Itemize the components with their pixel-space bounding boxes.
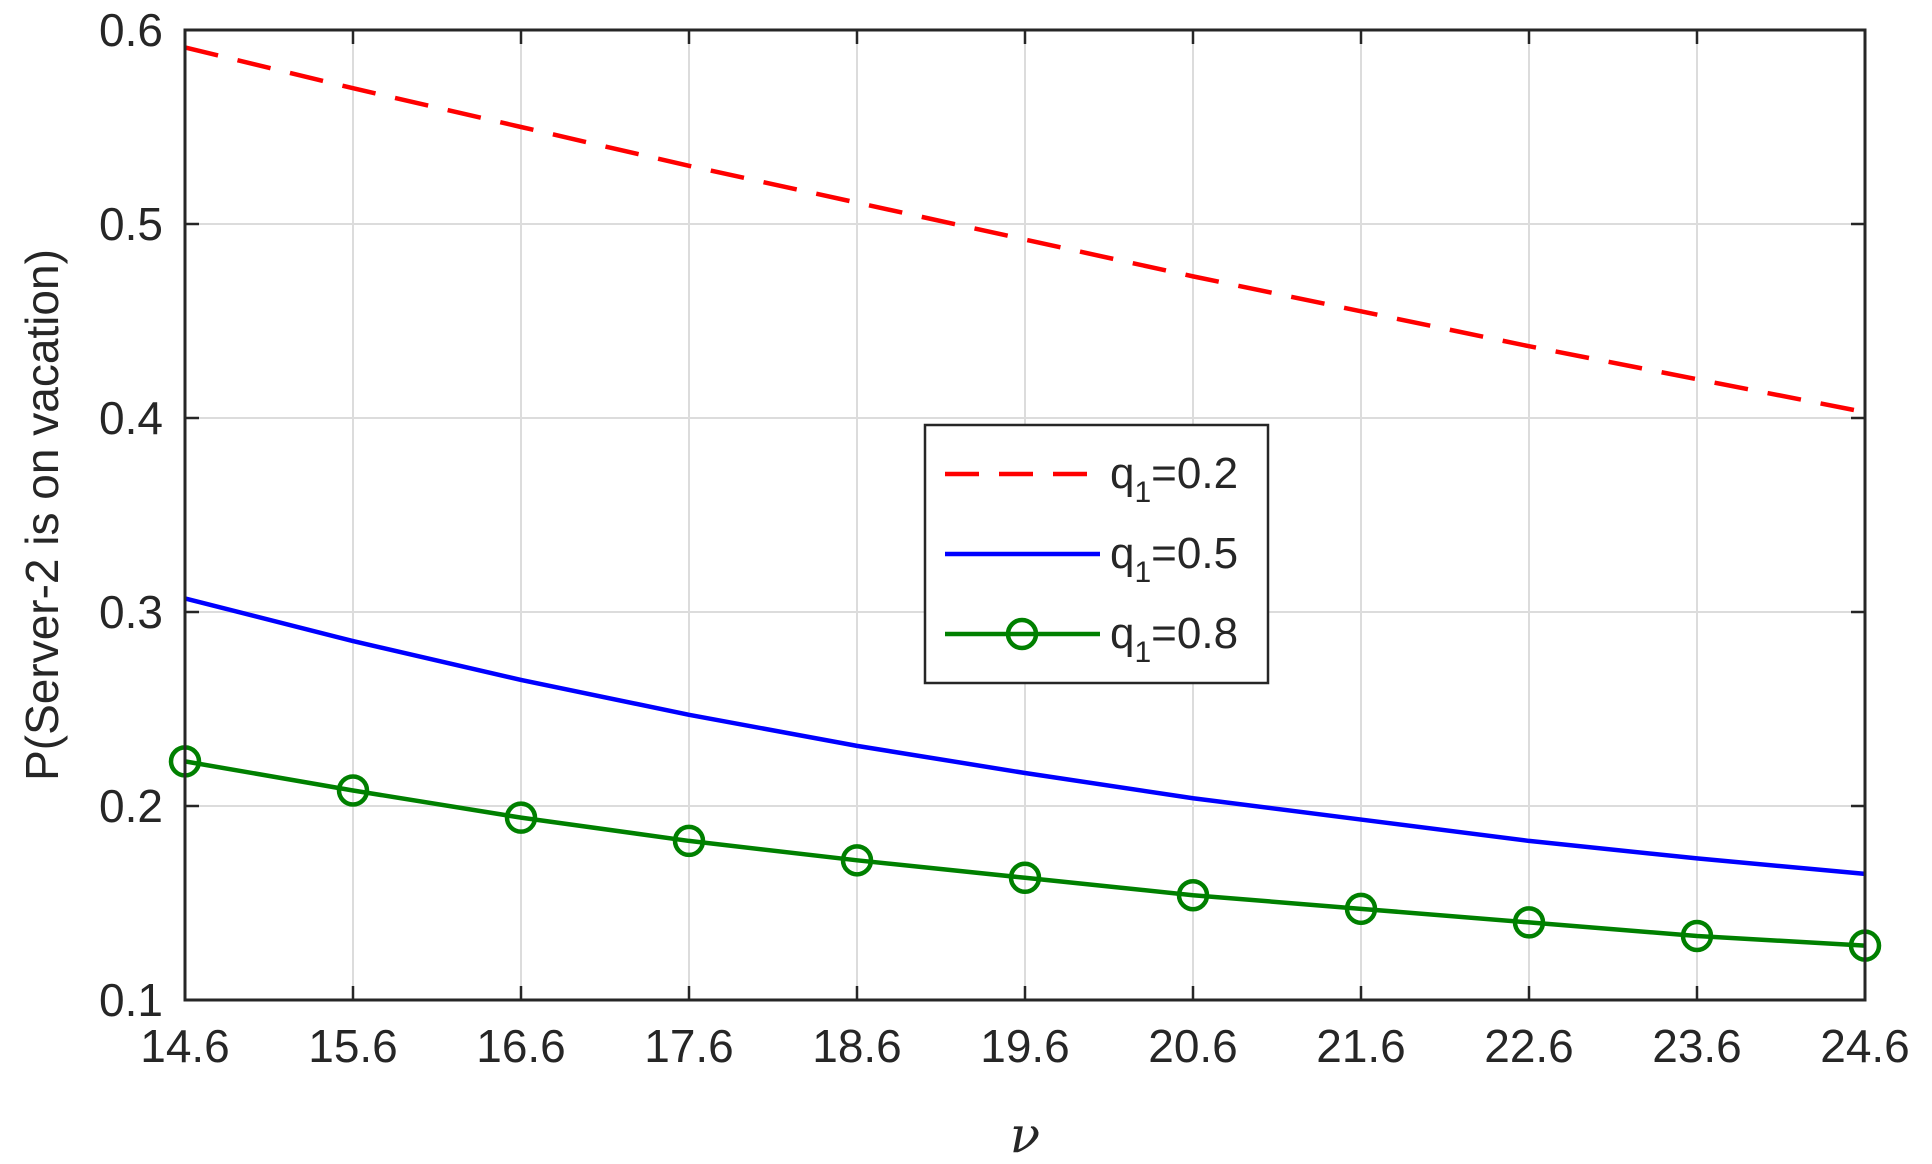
legend-label-subscript: 1 — [1134, 636, 1151, 669]
x-tick-label: 14.6 — [140, 1020, 230, 1072]
series-line-3 — [184, 759, 1866, 948]
x-tick-label: 23.6 — [1652, 1020, 1742, 1072]
legend-label-base: q — [1110, 529, 1134, 578]
legend-label-value: =0.5 — [1151, 529, 1238, 578]
legend-label-subscript: 1 — [1134, 476, 1151, 509]
legend-label-value: =0.8 — [1151, 609, 1238, 658]
y-tick-label: 0.2 — [99, 780, 163, 832]
x-tick-label: 18.6 — [812, 1020, 902, 1072]
series-line-1 — [184, 45, 1866, 415]
legend-label-base: q — [1110, 609, 1134, 658]
data-point — [840, 844, 874, 877]
legend-label-subscript: 1 — [1134, 556, 1151, 589]
series-lines — [168, 45, 1882, 962]
y-tick-label: 0.4 — [99, 392, 163, 444]
data-point — [1008, 861, 1042, 895]
data-point — [504, 801, 538, 834]
legend-label: q1=0.8 — [1110, 609, 1238, 669]
data-point — [1512, 906, 1546, 939]
x-tick-label: 21.6 — [1316, 1020, 1406, 1072]
data-point — [336, 774, 370, 807]
axis-ticks — [183, 28, 1867, 1002]
series-line-2 — [184, 596, 1866, 877]
y-tick-label: 0.1 — [99, 974, 163, 1026]
y-tick-label: 0.6 — [99, 4, 163, 56]
legend: q1=0.2q1=0.5q1=0.8 — [923, 423, 1270, 685]
x-tick-label: 20.6 — [1148, 1020, 1238, 1072]
legend-label-base: q — [1110, 449, 1134, 498]
data-point — [672, 824, 706, 858]
data-point — [1680, 919, 1714, 953]
x-tick-label: 16.6 — [476, 1020, 566, 1072]
x-tick-label: 24.6 — [1820, 1020, 1910, 1072]
y-tick-label: 0.5 — [99, 198, 163, 250]
x-tick-label: 22.6 — [1484, 1020, 1574, 1072]
data-point — [1344, 892, 1378, 926]
legend-label: q1=0.5 — [1110, 529, 1238, 589]
legend-label: q1=0.2 — [1110, 449, 1238, 509]
x-axis-label: ν — [1010, 1106, 1040, 1164]
x-tick-label: 15.6 — [308, 1020, 398, 1072]
x-tick-label: 19.6 — [980, 1020, 1070, 1072]
legend-marker — [1005, 617, 1039, 651]
legend-label-value: =0.2 — [1151, 449, 1238, 498]
y-tick-label: 0.3 — [99, 586, 163, 638]
y-axis-label: P(Server-2 is on vacation) — [16, 249, 68, 781]
data-point — [1176, 878, 1210, 912]
x-tick-label: 17.6 — [644, 1020, 734, 1072]
tick-labels: 14.6 15.6 16.6 17.6 18.6 19.6 20.6 21.6 22.6 23.6… — [99, 4, 1910, 1072]
